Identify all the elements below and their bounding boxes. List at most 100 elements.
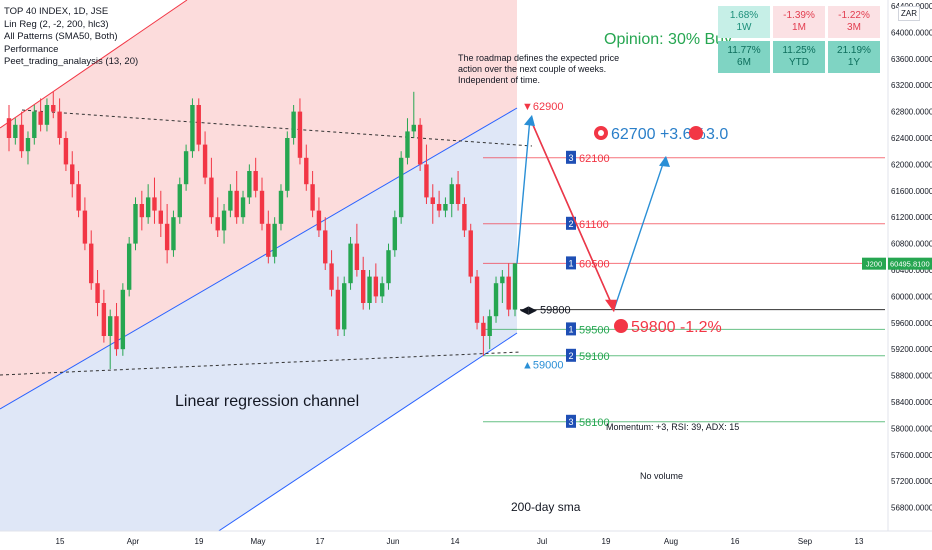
perf-value: 11.77% xyxy=(727,45,761,56)
perf-cell: -1.39% 1M xyxy=(773,6,825,38)
price-tag-symbol: J200 xyxy=(866,260,882,269)
indicator-patterns[interactable]: All Patterns (SMA50, Both) xyxy=(4,31,118,42)
arrow-head-down xyxy=(605,299,617,313)
price-tick: 58400.0000 xyxy=(891,398,932,407)
level-num: 3 xyxy=(568,417,573,427)
candle-body xyxy=(228,190,233,211)
candle-body xyxy=(291,111,296,138)
candle-body xyxy=(424,164,429,198)
candle-body xyxy=(367,276,372,303)
axis-background xyxy=(888,0,932,550)
candle-body xyxy=(436,204,442,211)
target-icon-center xyxy=(598,130,604,136)
candle-body xyxy=(455,184,461,204)
chart-legend: TOP 40 INDEX, 1D, JSE Lin Reg (2, -2, 20… xyxy=(4,6,138,69)
indicator-peet[interactable]: Peet_trading_analaysis (13, 20) xyxy=(4,56,139,67)
candle-body xyxy=(171,217,176,251)
currency-badge[interactable]: ZAR xyxy=(898,6,920,21)
channel-top-line xyxy=(0,0,188,129)
candle-body xyxy=(70,164,75,185)
level-label: 62100 xyxy=(579,153,610,165)
perf-period: 1W xyxy=(736,22,752,33)
perf-value: 21.19% xyxy=(837,45,871,56)
candle-body xyxy=(474,276,480,323)
sma-label: 200-day sma xyxy=(511,500,581,514)
low-marker: ▲59000 xyxy=(522,359,563,371)
candle-body xyxy=(272,223,277,257)
time-tick: May xyxy=(250,537,265,546)
time-tick: Jun xyxy=(387,537,400,546)
time-axis: 15 Apr 19 May 17 Jun 14 Jul 19 Aug 16 Sep 13 xyxy=(0,530,932,550)
high-marker: ▼62900 xyxy=(522,101,563,113)
candle-body xyxy=(202,144,208,178)
candle-body xyxy=(101,303,107,336)
price-tick: 63600.0000 xyxy=(891,55,932,64)
candle-body xyxy=(468,230,473,277)
candle-body xyxy=(253,171,258,191)
candle-body xyxy=(63,138,69,165)
opinion-label: Opinion: 30% Buy xyxy=(604,31,733,48)
perf-value: 1.68% xyxy=(729,10,759,21)
candle-body xyxy=(152,197,157,211)
volume-label: No volume xyxy=(640,471,683,481)
candle-body xyxy=(487,316,492,336)
candle-body xyxy=(240,197,246,218)
target-down-label: 59800 -1.2% xyxy=(631,319,722,336)
level-num-box xyxy=(566,150,576,164)
candle-body xyxy=(316,210,322,231)
perf-cell: -1.22% 3M xyxy=(828,6,880,38)
channel-background xyxy=(0,0,518,550)
candle-body xyxy=(481,322,486,336)
perf-cell: 21.19% 1Y xyxy=(828,41,880,73)
time-tick: 14 xyxy=(451,537,460,546)
perf-value: -1.39% xyxy=(783,10,815,21)
candle-body xyxy=(89,243,94,284)
candle-body xyxy=(247,171,252,198)
candle-body xyxy=(417,124,423,165)
candle-body xyxy=(506,276,511,310)
candle-body xyxy=(310,184,315,211)
candle-body xyxy=(278,190,284,224)
candle-body xyxy=(493,283,499,317)
candle-body xyxy=(190,105,195,152)
candle-body xyxy=(57,111,62,138)
perf-cell: 1.68% 1W xyxy=(718,6,770,38)
perf-cell: 11.25% YTD xyxy=(773,41,825,73)
price-tick: 62000.0000 xyxy=(891,160,932,169)
level-label: 59100 xyxy=(579,351,610,363)
candle-body xyxy=(512,263,518,310)
momentum-label: Momentum: +3, RSI: 39, ADX: 15 xyxy=(606,422,739,432)
level-num-box xyxy=(566,216,576,230)
indicator-linreg[interactable]: Lin Reg (2, -2, 200, hlc3) xyxy=(4,18,109,30)
candle-body xyxy=(443,204,448,211)
perf-value: 11.25% xyxy=(782,45,816,56)
candle-body xyxy=(95,283,100,303)
candle-body xyxy=(120,289,126,350)
candle-body xyxy=(266,223,271,257)
candle-body xyxy=(462,204,467,231)
candle-body xyxy=(139,204,145,218)
candle-body xyxy=(361,270,366,303)
candle-body xyxy=(348,243,353,284)
candle-body xyxy=(411,124,416,132)
candle-body xyxy=(196,105,201,145)
candle-body xyxy=(38,111,43,125)
indicator-performance[interactable]: Performance xyxy=(4,43,59,55)
candle-body xyxy=(51,105,56,112)
perf-cell: 11.77% 6M xyxy=(718,41,770,73)
candle-body xyxy=(398,157,404,218)
candles xyxy=(6,91,518,369)
perf-value: -1.22% xyxy=(838,10,870,21)
time-tick: 13 xyxy=(855,537,864,546)
candle-body xyxy=(342,283,347,330)
symbol-title[interactable]: TOP 40 INDEX, 1D, JSE xyxy=(4,6,109,17)
candle-body xyxy=(335,289,341,330)
resistance-trendline xyxy=(21,109,533,147)
candle-body xyxy=(133,204,138,244)
candle-body xyxy=(234,190,239,218)
time-tick: 16 xyxy=(731,537,740,546)
candle-body xyxy=(323,230,328,264)
candle-body xyxy=(379,283,385,297)
price-tag-bg xyxy=(888,257,932,270)
